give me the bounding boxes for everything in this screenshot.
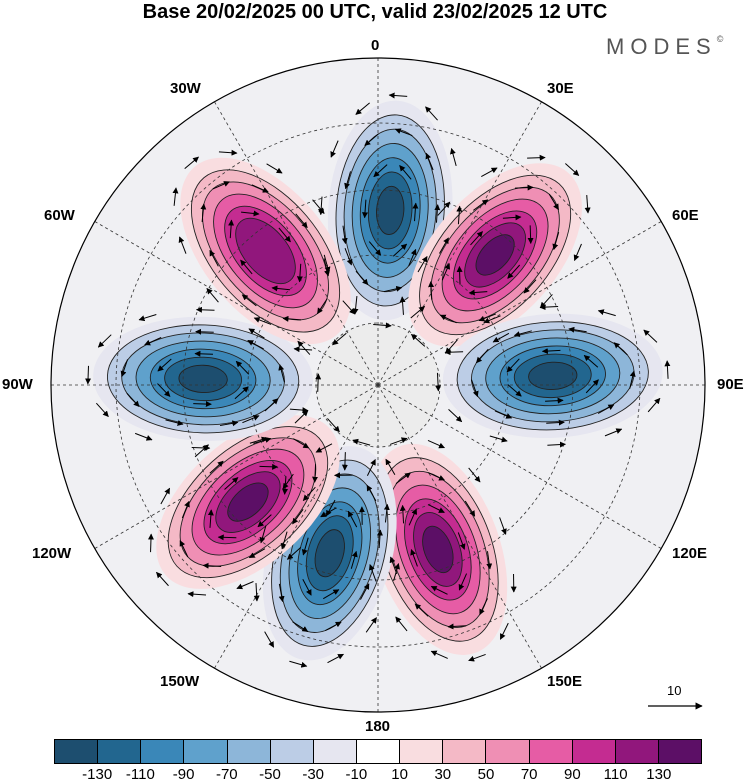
colorbar-tick-label: -130 xyxy=(82,766,112,783)
wind-arrow xyxy=(459,267,460,285)
map-title: Base 20/02/2025 00 UTC, valid 23/02/2025… xyxy=(0,0,750,24)
colorbar-cell xyxy=(573,740,616,763)
colorbar-tick-label: -90 xyxy=(173,766,195,783)
colorbar-cell xyxy=(141,740,184,763)
colorbar-tick-label: -10 xyxy=(346,766,368,783)
wind-arrow xyxy=(445,352,463,353)
colorbar-labels: -130 -110 -90 -70 -50 -30 -10 10 30 50 70 90 110 130 xyxy=(54,766,702,784)
lon-label-150e: 150E xyxy=(547,673,582,690)
lon-label-0: 0 xyxy=(371,37,379,54)
lon-label-30w: 30W xyxy=(170,80,201,97)
colorbar-tick-label: 90 xyxy=(564,766,581,783)
colorbar-tick-label: 110 xyxy=(604,766,628,783)
wind-arrow xyxy=(195,354,213,355)
brand-mark: © xyxy=(717,34,724,44)
lon-label-150w: 150W xyxy=(160,673,199,690)
lon-label-30e: 30E xyxy=(547,80,574,97)
colorbar-tick-label: -30 xyxy=(302,766,324,783)
colorbar-cell xyxy=(314,740,357,763)
colorbar-cell xyxy=(55,740,98,763)
colorbar-cell xyxy=(98,740,141,763)
colorbar-tick-label: 30 xyxy=(434,766,451,783)
lon-label-90w: 90W xyxy=(2,376,33,393)
colorbar-tick-label: -70 xyxy=(216,766,238,783)
colorbar-tick-label: 130 xyxy=(646,766,671,783)
lon-label-60w: 60W xyxy=(44,207,75,224)
wind-arrow xyxy=(88,366,89,384)
colorbar-cell xyxy=(530,740,573,763)
colorbar-cell xyxy=(486,740,529,763)
lon-label-180: 180 xyxy=(365,718,390,735)
colorbar-cell xyxy=(616,740,659,763)
wind-arrow xyxy=(193,404,211,405)
colorbar-cell xyxy=(228,740,271,763)
brand-name: MODES xyxy=(606,34,717,59)
wind-arrow xyxy=(197,310,215,311)
lon-label-60e: 60E xyxy=(672,207,699,224)
colorbar-cell xyxy=(184,740,227,763)
lon-label-120e: 120E xyxy=(672,545,707,562)
colorbar-tick-label: 50 xyxy=(478,766,495,783)
wind-arrow xyxy=(318,374,319,392)
vector-scale-label: 10 xyxy=(667,683,681,698)
wind-arrow xyxy=(218,537,236,538)
colorbar-tick-label: -50 xyxy=(259,766,281,783)
colorbar-cell xyxy=(443,740,486,763)
colorbar-tick-label: 70 xyxy=(521,766,538,783)
brand-logo: MODES© xyxy=(606,34,723,60)
colorbar-tick-label: -110 xyxy=(126,766,155,783)
colorbar-tick-label: 10 xyxy=(391,766,408,783)
colorbar-cell xyxy=(400,740,443,763)
colorbar-cell xyxy=(357,740,400,763)
wind-arrow xyxy=(151,534,152,552)
wind-arrow xyxy=(530,225,531,243)
colorbar-cell xyxy=(271,740,314,763)
wind-arrow xyxy=(260,466,278,467)
colorbar-cell xyxy=(659,740,701,763)
lon-label-90e: 90E xyxy=(717,376,744,393)
wind-arrow xyxy=(196,332,214,333)
colorbar xyxy=(54,739,702,764)
wind-arrow xyxy=(527,158,545,159)
wind-arrow xyxy=(192,448,210,449)
wind-arrow xyxy=(345,452,346,470)
lon-label-120w: 120W xyxy=(32,545,71,562)
